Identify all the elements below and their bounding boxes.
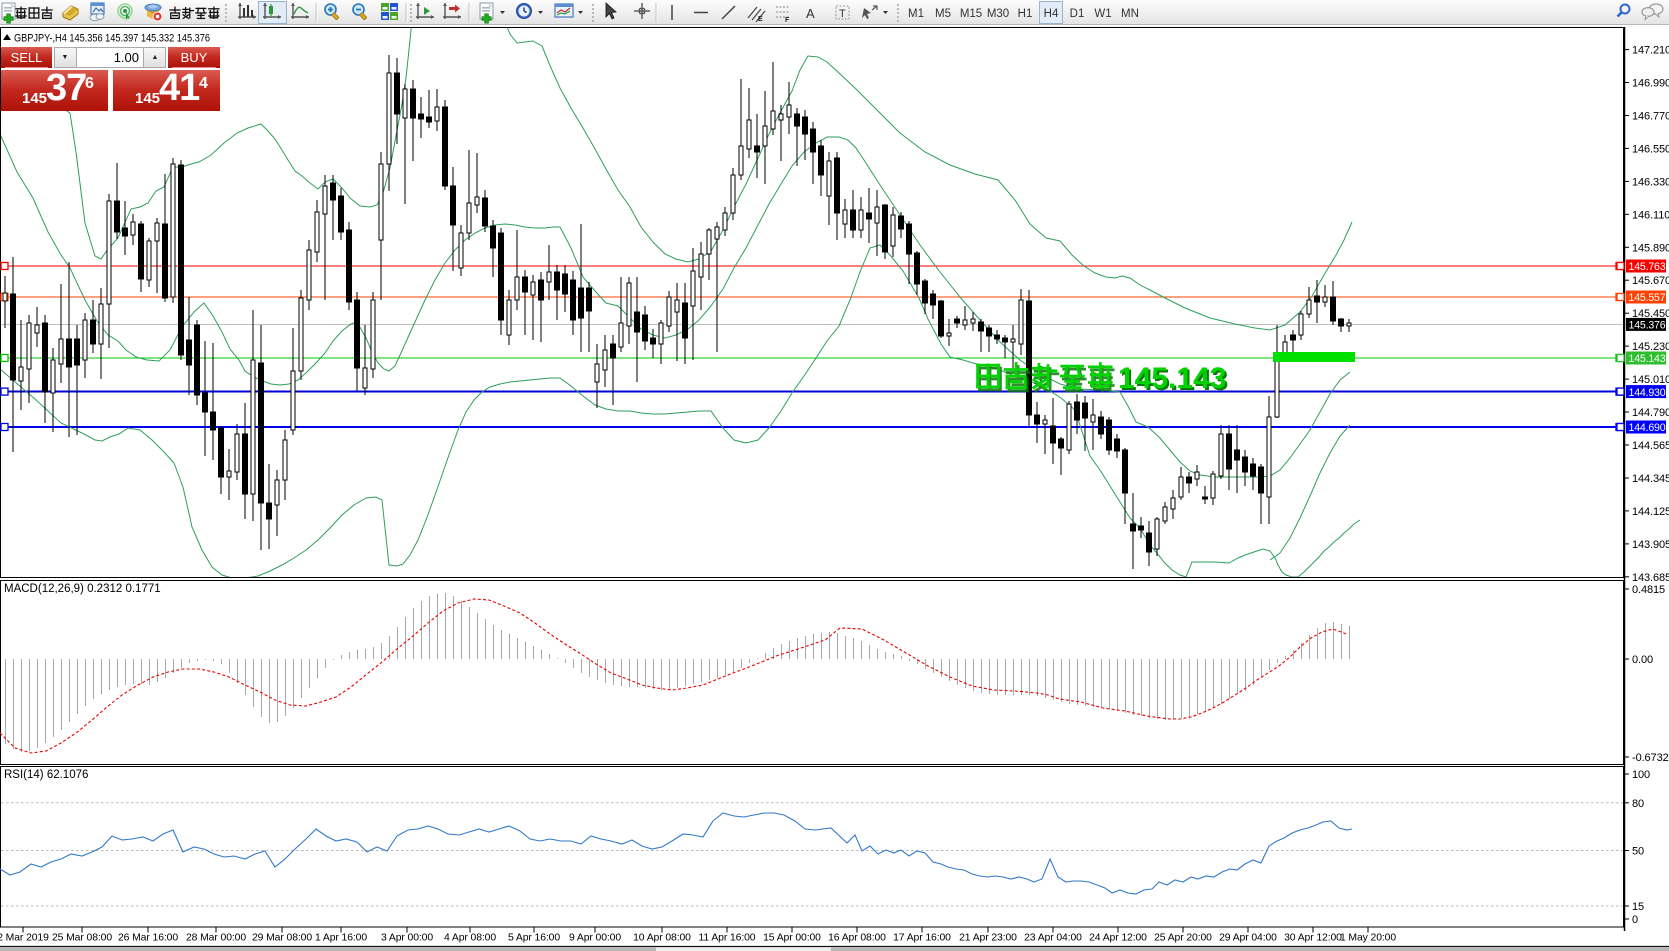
svg-text:1 Apr 16:00: 1 Apr 16:00 [315, 933, 367, 944]
svg-text:0: 0 [1632, 914, 1638, 926]
svg-text:9 Apr 00:00: 9 Apr 00:00 [569, 933, 621, 944]
svg-text:100: 100 [1632, 769, 1650, 781]
svg-text:145.763: 145.763 [1629, 261, 1666, 273]
svg-text:29 Mar 08:00: 29 Mar 08:00 [252, 933, 312, 944]
svg-text:11 Apr 16:00: 11 Apr 16:00 [699, 933, 756, 944]
svg-text:146.330: 146.330 [1632, 176, 1669, 188]
svg-text:145.143: 145.143 [1629, 353, 1666, 365]
svg-text:F: F [785, 17, 790, 24]
svg-text:145.376: 145.376 [1629, 320, 1666, 332]
svg-text:146.110: 146.110 [1632, 209, 1669, 221]
svg-text:17 Apr 16:00: 17 Apr 16:00 [893, 933, 951, 944]
svg-text:2 Mar 2019: 2 Mar 2019 [0, 933, 49, 944]
svg-text:RSI(14) 62.1076: RSI(14) 62.1076 [4, 769, 88, 781]
svg-text:145.143: 145.143 [1118, 362, 1226, 395]
svg-text:23 Apr 04:00: 23 Apr 04:00 [1024, 933, 1082, 944]
svg-text:24 Apr 12:00: 24 Apr 12:00 [1089, 933, 1147, 944]
svg-text:M30: M30 [987, 8, 1009, 20]
svg-text:145.230: 145.230 [1632, 341, 1669, 353]
svg-text:D1: D1 [1070, 8, 1085, 20]
svg-text:0.00: 0.00 [1632, 654, 1653, 666]
svg-text:144.930: 144.930 [1629, 387, 1666, 399]
svg-text:21 Apr 23:00: 21 Apr 23:00 [959, 933, 1017, 944]
svg-text:MACD(12,26,9) 0.2312 0.1771: MACD(12,26,9) 0.2312 0.1771 [4, 583, 161, 595]
svg-text:25 Mar 08:00: 25 Mar 08:00 [52, 933, 112, 944]
svg-text:144.125: 144.125 [1632, 506, 1669, 518]
svg-text:10 Apr 08:00: 10 Apr 08:00 [633, 933, 691, 944]
svg-text:4 Apr 08:00: 4 Apr 08:00 [444, 933, 496, 944]
svg-text:146.990: 146.990 [1632, 78, 1669, 90]
svg-text:15: 15 [1632, 901, 1644, 913]
svg-text:H4: H4 [1044, 8, 1059, 20]
svg-text:145.670: 145.670 [1632, 275, 1669, 287]
svg-text:143.905: 143.905 [1632, 539, 1669, 551]
svg-text:3 Apr 00:00: 3 Apr 00:00 [381, 933, 433, 944]
svg-text:143.685: 143.685 [1632, 572, 1669, 584]
svg-text:M1: M1 [908, 8, 924, 20]
svg-text:145.143: 145.143 [1120, 364, 1228, 397]
svg-text:145.010: 145.010 [1632, 374, 1669, 386]
svg-text:E: E [758, 16, 763, 23]
svg-text:T: T [839, 8, 846, 20]
svg-text:28 Mar 00:00: 28 Mar 00:00 [186, 933, 246, 944]
svg-text:144.565: 144.565 [1632, 440, 1669, 452]
svg-text:144.345: 144.345 [1632, 473, 1669, 485]
svg-text:H1: H1 [1018, 8, 1033, 20]
svg-text:MN: MN [1121, 8, 1139, 20]
svg-text:-0.6732: -0.6732 [1632, 752, 1669, 764]
svg-text:A: A [806, 6, 815, 21]
svg-text:M5: M5 [935, 8, 951, 20]
svg-text:1 May 20:00: 1 May 20:00 [1340, 933, 1396, 944]
svg-text:146.770: 146.770 [1632, 111, 1669, 123]
svg-text:145.557: 145.557 [1629, 292, 1666, 304]
svg-text:80: 80 [1632, 798, 1644, 810]
svg-text:25 Apr 20:00: 25 Apr 20:00 [1154, 933, 1212, 944]
svg-text:15 Apr 00:00: 15 Apr 00:00 [763, 933, 821, 944]
svg-text:29 Apr 04:00: 29 Apr 04:00 [1219, 933, 1277, 944]
svg-text:16 Apr 08:00: 16 Apr 08:00 [828, 933, 886, 944]
svg-text:144.690: 144.690 [1629, 422, 1666, 434]
svg-text:0.4815: 0.4815 [1632, 584, 1665, 596]
svg-text:30 Apr 12:00: 30 Apr 12:00 [1284, 933, 1342, 944]
svg-text:26 Mar 16:00: 26 Mar 16:00 [118, 933, 178, 944]
svg-text:144.790: 144.790 [1632, 407, 1669, 419]
svg-text:145.890: 145.890 [1632, 242, 1669, 254]
svg-text:146.550: 146.550 [1632, 143, 1669, 155]
svg-text:145.450: 145.450 [1632, 308, 1669, 320]
svg-text:GBPJPY-,H4 145.356 145.397 14: GBPJPY-,H4 145.356 145.397 145.332 145.3… [14, 33, 210, 45]
svg-text:W1: W1 [1094, 8, 1111, 20]
svg-text:5 Apr 16:00: 5 Apr 16:00 [508, 933, 560, 944]
svg-text:M15: M15 [960, 8, 982, 20]
svg-text:147.210: 147.210 [1632, 45, 1669, 57]
svg-text:50: 50 [1632, 846, 1644, 858]
